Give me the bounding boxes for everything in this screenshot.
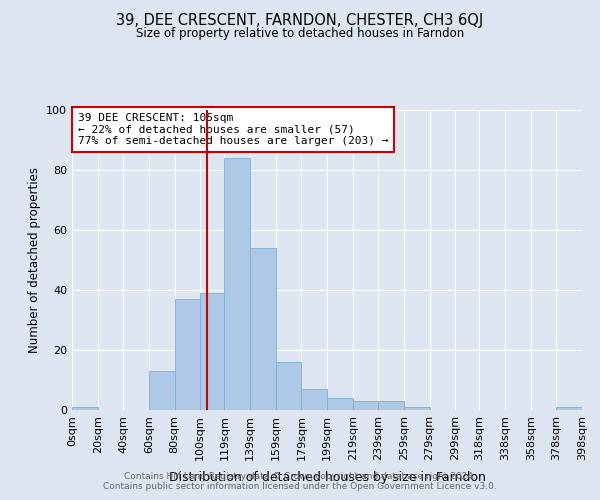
Text: Contains HM Land Registry data © Crown copyright and database right 2024.: Contains HM Land Registry data © Crown c… xyxy=(124,472,476,481)
Bar xyxy=(149,371,175,410)
Y-axis label: Number of detached properties: Number of detached properties xyxy=(28,167,41,353)
Bar xyxy=(378,401,404,410)
Bar xyxy=(301,389,327,410)
Bar xyxy=(200,293,224,410)
Text: Contains public sector information licensed under the Open Government Licence v3: Contains public sector information licen… xyxy=(103,482,497,491)
Bar xyxy=(327,398,353,410)
Bar xyxy=(224,158,250,410)
Bar xyxy=(276,362,301,410)
Bar xyxy=(404,407,430,410)
Bar xyxy=(353,401,378,410)
Text: 39 DEE CRESCENT: 105sqm
← 22% of detached houses are smaller (57)
77% of semi-de: 39 DEE CRESCENT: 105sqm ← 22% of detache… xyxy=(77,113,388,146)
X-axis label: Distribution of detached houses by size in Farndon: Distribution of detached houses by size … xyxy=(169,471,485,484)
Text: Size of property relative to detached houses in Farndon: Size of property relative to detached ho… xyxy=(136,28,464,40)
Bar xyxy=(556,407,582,410)
Bar xyxy=(175,299,200,410)
Bar xyxy=(250,248,276,410)
Text: 39, DEE CRESCENT, FARNDON, CHESTER, CH3 6QJ: 39, DEE CRESCENT, FARNDON, CHESTER, CH3 … xyxy=(116,12,484,28)
Bar xyxy=(72,407,98,410)
